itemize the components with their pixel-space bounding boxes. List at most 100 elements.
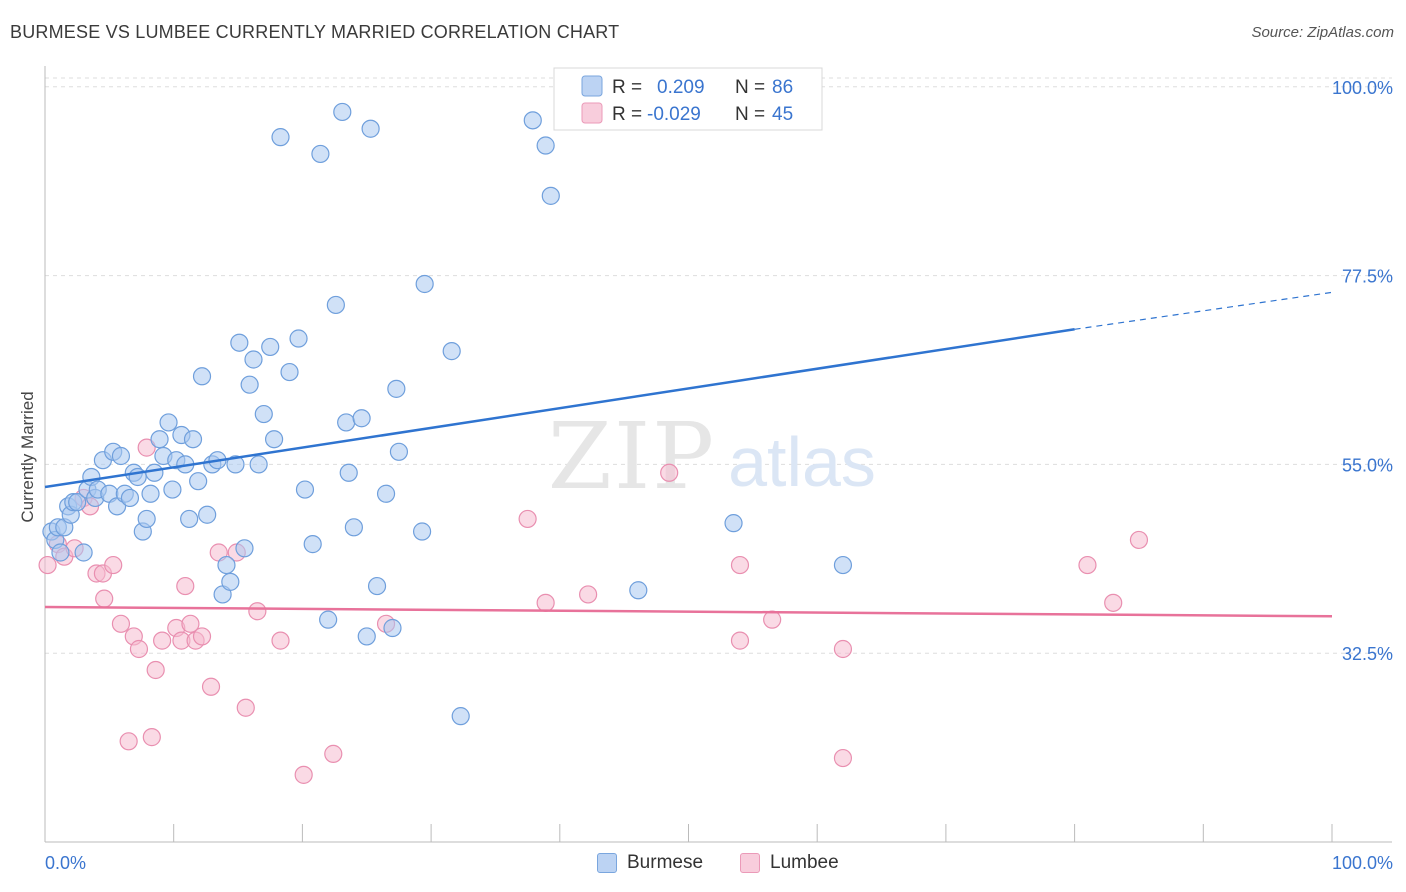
burmese-point (198, 505, 217, 524)
y-tick-label: 32.5% (1342, 644, 1393, 664)
legend-swatch-burmese (581, 75, 603, 97)
legend-n-value-lumbee: 45 (772, 104, 793, 125)
lumbee-point (730, 555, 750, 575)
lumbee-point (119, 732, 138, 751)
burmese-point (451, 707, 470, 726)
lumbee-point (104, 555, 123, 575)
lumbee-point (236, 698, 255, 717)
legend-item-burmese: Burmese (597, 852, 703, 874)
burmese-point (376, 484, 396, 503)
lumbee-point (248, 602, 267, 621)
burmese-point (412, 522, 432, 541)
y-tick-label: 77.5% (1342, 267, 1393, 287)
legend-r-label-lumbee: R = (612, 104, 642, 125)
lumbee-point (181, 614, 200, 633)
burmese-point (261, 337, 280, 357)
lumbee-point (660, 463, 679, 482)
legend-label-lumbee: Lumbee (770, 852, 839, 873)
burmese-trend-extension (1074, 291, 1333, 330)
burmese-point (163, 480, 182, 499)
legend-n-value-burmese: 86 (772, 77, 793, 98)
burmese-point (361, 119, 380, 138)
burmese-point (141, 484, 160, 503)
y-axis-title: Currently Married (18, 391, 37, 522)
trend-layer (44, 291, 1333, 618)
burmese-point (629, 581, 648, 600)
burmese-point (319, 610, 338, 629)
stats-legend: R = 0.209 N = 86 R = -0.029 N = 45 (553, 67, 823, 131)
burmese-point (221, 572, 240, 591)
burmese-point (724, 514, 743, 533)
lumbee-point (201, 677, 221, 696)
burmese-point (235, 539, 254, 558)
lumbee-point (95, 589, 114, 608)
lumbee-point (579, 585, 598, 604)
burmese-point (280, 362, 299, 382)
burmese-point (180, 509, 199, 529)
burmese-point (415, 274, 434, 294)
burmese-point (523, 111, 542, 130)
x-tick-label: 100.0% (1332, 853, 1393, 873)
legend-swatch-burmese-bottom (597, 853, 617, 873)
burmese-point (311, 144, 330, 164)
burmese-point (240, 375, 259, 394)
chart-title: BURMESE VS LUMBEE CURRENTLY MARRIED CORR… (10, 22, 620, 42)
burmese-point (289, 329, 308, 348)
burmese-point (536, 136, 555, 155)
burmese-point (357, 627, 376, 646)
lumbee-point (833, 639, 853, 659)
burmese-point (387, 379, 406, 398)
lumbee-point (763, 610, 782, 629)
burmese-point (111, 446, 131, 466)
burmese-point (159, 413, 178, 432)
legend-item-lumbee: Lumbee (740, 852, 839, 874)
lumbee-point (271, 631, 290, 650)
legend-label-burmese: Burmese (627, 852, 704, 873)
lumbee-point (324, 744, 343, 763)
burmese-point (339, 463, 358, 482)
burmese-point (352, 409, 371, 428)
lumbee-point (833, 748, 853, 768)
burmese-point (51, 543, 70, 562)
burmese-point (271, 128, 290, 147)
burmese-point (120, 488, 140, 508)
burmese-point (244, 350, 263, 369)
burmese-point (264, 430, 284, 449)
burmese-point (254, 404, 273, 424)
legend-r-value-lumbee: -0.029 (647, 104, 701, 125)
burmese-point (833, 555, 853, 575)
watermark: ZIP atlas (548, 403, 876, 510)
burmese-point (389, 442, 409, 461)
burmese-point (541, 186, 560, 205)
legend-n-label-lumbee: N = (735, 104, 765, 125)
lumbee-point (38, 555, 57, 575)
watermark-atlas: atlas (728, 423, 876, 501)
lumbee-point (142, 728, 161, 747)
burmese-point (145, 463, 164, 482)
burmese-point (249, 455, 268, 474)
burmese-point (150, 430, 169, 449)
burmese-point (442, 342, 461, 361)
legend-r-label-burmese: R = (612, 77, 642, 98)
lumbee-point (1078, 555, 1097, 575)
burmese-point (68, 493, 87, 512)
legend-r-value-burmese: 0.209 (657, 77, 705, 98)
burmese-point (137, 509, 156, 529)
burmese-point (295, 480, 315, 499)
burmese-point (226, 455, 245, 474)
burmese-point (192, 367, 212, 386)
burmese-point (189, 472, 208, 491)
watermark-zip: ZIP (548, 403, 716, 510)
lumbee-point (146, 660, 165, 680)
lumbee-point (1104, 593, 1123, 612)
lumbee-point (129, 639, 149, 659)
burmese-point (326, 295, 345, 315)
lumbee-point (111, 614, 131, 633)
x-tick-label: 0.0% (45, 853, 86, 873)
legend-n-label-burmese: N = (735, 77, 765, 98)
series-legend: Burmese Lumbee (0, 852, 1406, 878)
burmese-point (303, 535, 322, 554)
source-label: Source: ZipAtlas.com (1251, 24, 1394, 41)
lumbee-point (536, 593, 555, 612)
